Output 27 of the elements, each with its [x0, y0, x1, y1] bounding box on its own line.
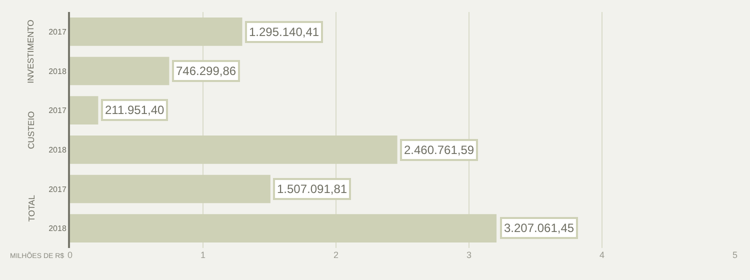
annotation: 3.207.061,45	[504, 221, 574, 235]
y-tick-label: 2018	[48, 224, 67, 234]
bar	[70, 174, 270, 204]
annotation: 1.295.140,41	[249, 25, 320, 39]
x-tick-label: 3	[466, 250, 472, 260]
bar	[70, 18, 242, 46]
x-tick-label: 2	[333, 250, 339, 260]
bar	[70, 96, 98, 124]
y-tick-label: 2017	[48, 27, 67, 36]
x-tick-label: 5	[732, 250, 738, 260]
text: CUSTEIO	[26, 110, 36, 149]
annotation: 1.507.091,81	[277, 182, 348, 196]
y-tick-label: 2018	[48, 145, 67, 154]
text: INVESTIMENTO	[26, 19, 36, 84]
annotation: 211.951,40	[105, 103, 164, 117]
bar	[70, 56, 170, 86]
x-tick-label: 0	[67, 250, 73, 260]
annotation: 746.299,86	[176, 64, 236, 78]
y-tick-label: 2017	[48, 106, 67, 116]
x-tick-label: 4	[599, 250, 605, 260]
x-tick-label: 1	[200, 250, 206, 260]
y-tick-label: 2017	[48, 184, 67, 194]
bar	[70, 214, 497, 242]
bar	[70, 136, 398, 164]
annotation: 2.460.761,59	[404, 143, 474, 157]
y-tick-label: 2018	[48, 66, 67, 76]
text: TOTAL	[26, 194, 36, 222]
